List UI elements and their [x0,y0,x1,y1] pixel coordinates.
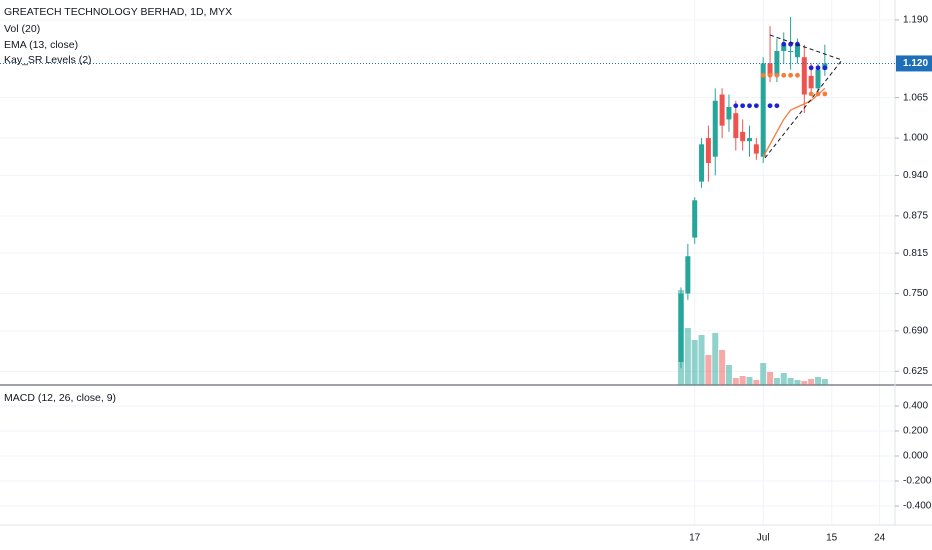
sr-dot [815,91,821,97]
candle-body [788,51,794,53]
y-tick-label: 0.625 [903,366,928,377]
volume-bar [739,376,746,385]
y-tick-label: -0.400 [903,501,932,512]
sr-dot [808,91,814,97]
volume-bar [760,363,767,385]
y-tick-label: 0.875 [903,210,928,221]
volume-bar [808,379,815,385]
macd-title: MACD (12, 26, close, 9) [4,392,116,404]
indicator-label: Vol (20) [4,23,40,35]
sr-dot [815,65,821,71]
y-tick-label: 0.200 [903,426,928,437]
x-tick-label: 24 [874,533,886,544]
volume-bar [684,328,691,385]
volume-bar [719,350,726,385]
volume-bar [691,340,698,385]
candle-body [801,57,807,95]
y-tick-label: -0.200 [903,476,932,487]
indicator-label: EMA (13, close) [4,39,78,51]
sr-dot [767,103,773,109]
y-tick-label: 1.000 [903,133,928,144]
sr-dot [774,103,780,109]
volume-bar [712,333,719,385]
volume-bar [705,355,712,385]
grid [0,0,895,525]
candle-body [774,51,780,76]
volume-bar [732,378,739,385]
sr-dot [747,103,752,109]
sr-dot [822,91,828,97]
candle-body [760,63,766,157]
labels: GREATECH TECHNOLOGY BERHAD, 1D, MYX Vol … [4,6,932,544]
trendline [769,34,843,61]
volume-bar [801,381,808,385]
candle-body [815,69,821,89]
volume-bar [815,377,821,385]
volume-bar [725,365,732,385]
candle-body [719,94,725,126]
sr-dot [740,103,746,109]
sr-dot [753,103,759,109]
sr-dot [760,72,766,78]
sr-dot [781,72,787,78]
volume-bar [698,335,705,385]
candle-body [678,293,684,362]
y-tick-label: 1.190 [903,15,928,26]
x-tick-label: Jul [757,533,770,544]
chart-title: GREATECH TECHNOLOGY BERHAD, 1D, MYX [4,6,232,18]
sr-dot [795,72,800,78]
indicator-label: Kay_SR Levels (2) [4,54,92,66]
volume-bar [773,378,780,385]
candle-body [726,106,732,120]
last-price-label: 1.120 [903,58,928,69]
last-price-box [896,55,932,72]
volume-bar [767,372,774,385]
candle-body [712,100,718,157]
candle-body [794,44,800,58]
candle-body [808,75,814,89]
candle-body [753,144,759,154]
volume-bar [787,378,794,385]
sr-dot [767,72,773,78]
candle-body [781,44,787,52]
y-tick-label: 1.065 [903,92,928,103]
ema-line [762,87,826,158]
sr-dot [733,103,739,109]
sr-dot [822,65,828,71]
candle-body [692,200,698,238]
sr-dot [781,41,787,47]
x-tick-label: 17 [689,533,701,544]
volume-bar [746,377,753,385]
candle-body [699,144,705,182]
volume-bar [794,380,801,385]
y-tick-label: 0.940 [903,170,928,181]
x-tick-label: 15 [826,533,838,544]
y-tick-label: 0.690 [903,326,928,337]
candle-body [767,63,773,76]
volume-bar [780,373,787,385]
volume-bar [821,379,828,385]
candle-body [740,131,746,142]
plot [0,16,895,385]
sr-dot [808,65,814,71]
candle-body [705,138,711,163]
y-tick-label: 0.750 [903,288,928,299]
y-tick-label: 0.000 [903,451,928,462]
candle-body [747,138,752,142]
y-tick-label: 0.815 [903,248,928,259]
sr-dot [774,72,780,78]
y-tick-label: 0.400 [903,401,928,412]
candle-body [685,256,691,294]
sr-dot [788,72,793,78]
candle-body [733,113,739,139]
volume-bar [753,380,760,385]
